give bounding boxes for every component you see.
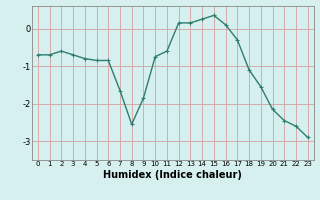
X-axis label: Humidex (Indice chaleur): Humidex (Indice chaleur) <box>103 170 242 180</box>
